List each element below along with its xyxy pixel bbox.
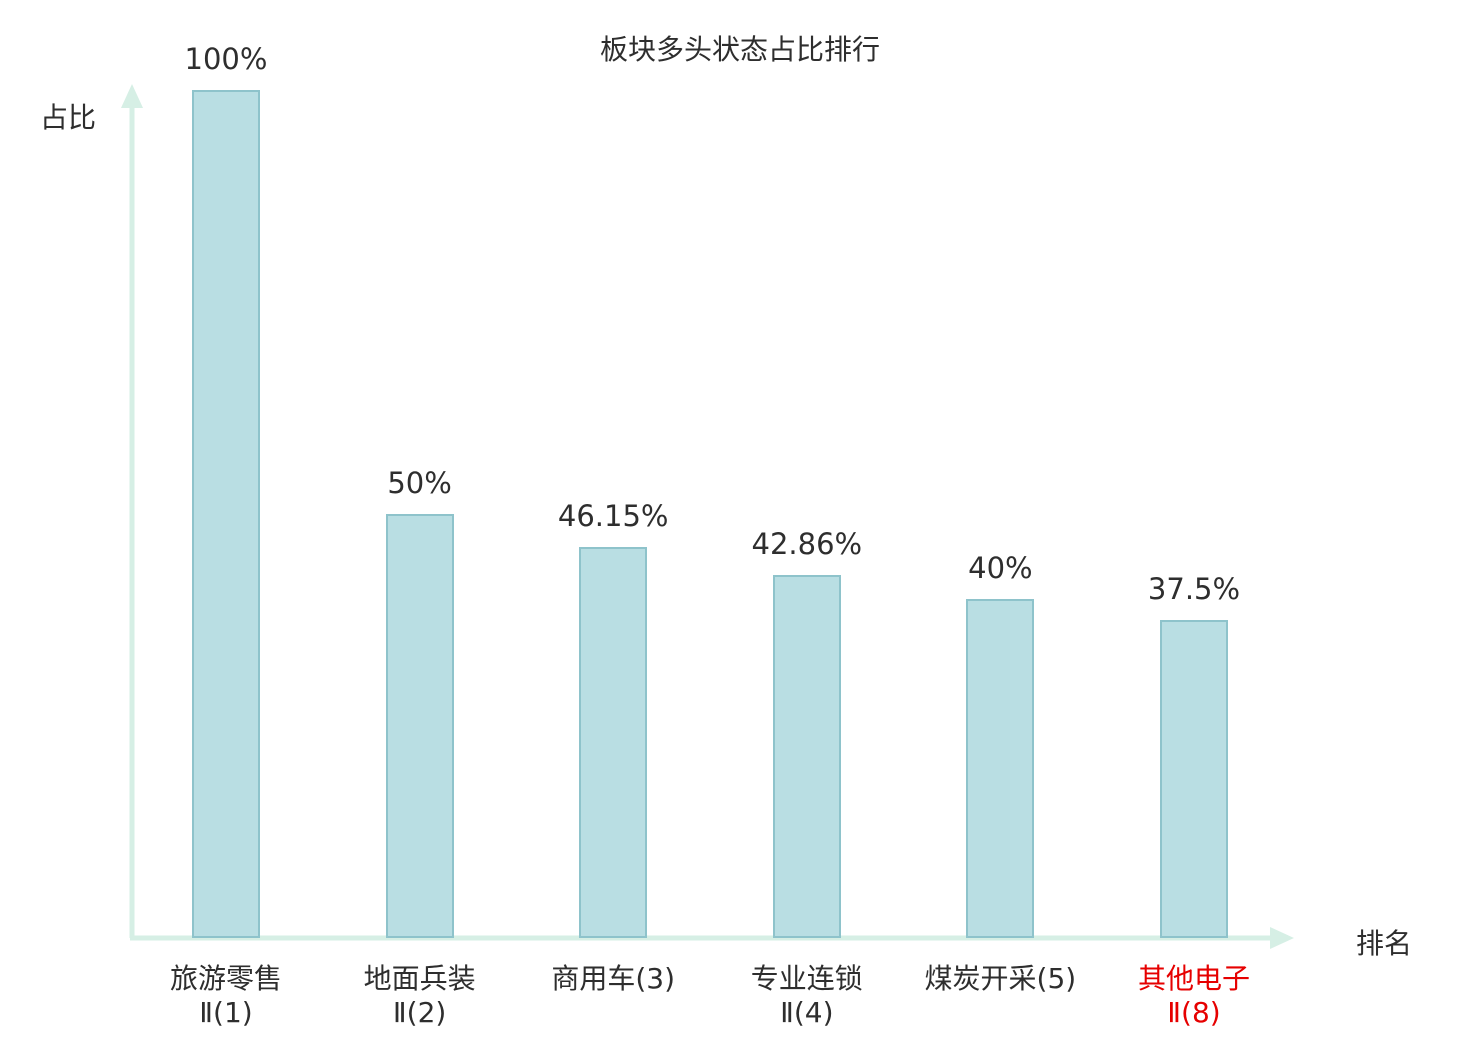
bar-category-label: 专业连锁 Ⅱ(4) (750, 962, 863, 1029)
bar (1160, 620, 1228, 938)
bar-value-label: 40% (968, 550, 1033, 585)
bar-category-label: 地面兵装 Ⅱ(2) (363, 962, 476, 1029)
bar-value-label: 46.15% (557, 498, 669, 533)
bar-category-label: 其他电子 Ⅱ(8) (1137, 962, 1250, 1029)
bar-value-label: 42.86% (751, 526, 863, 561)
x-axis-label: 排名 (1356, 927, 1413, 960)
bar-value-label: 100% (184, 42, 268, 76)
bar (579, 546, 648, 938)
chart-title: 板块多头状态占比排行 (599, 33, 880, 66)
bar (192, 90, 260, 938)
y-axis-arrow-icon (121, 84, 143, 108)
bar-value-label: 50% (387, 466, 452, 500)
bar-category-label: 商用车(3) (551, 962, 676, 995)
x-axis-arrow-icon (1270, 927, 1294, 949)
y-axis-label: 占比 (40, 101, 97, 134)
bar (966, 598, 1035, 938)
bar (385, 514, 454, 938)
bar-category-label: 旅游零售 Ⅱ(1) (169, 962, 282, 1029)
bar (772, 574, 841, 938)
bar-value-label: 37.5% (1147, 572, 1241, 606)
bar-category-label: 煤炭开采(5) (924, 962, 1077, 995)
